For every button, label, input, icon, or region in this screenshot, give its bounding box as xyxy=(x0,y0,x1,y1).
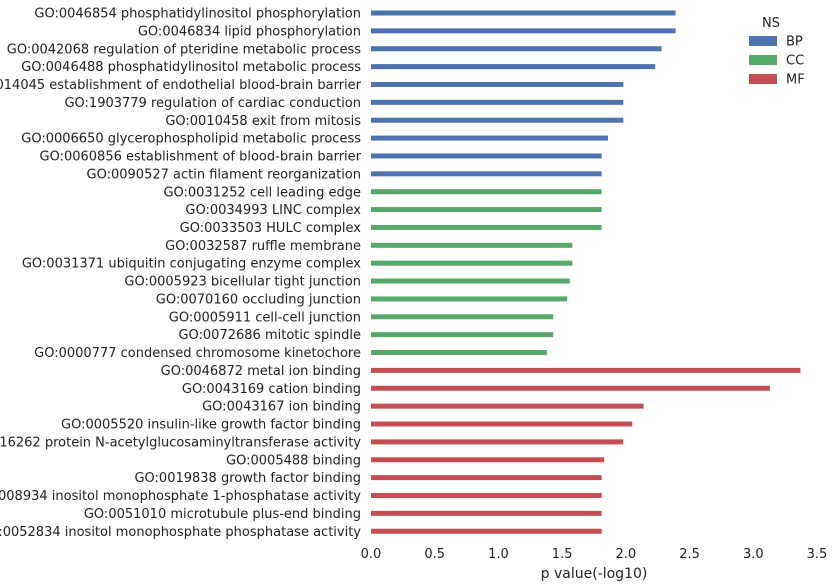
x-axis-label: p value(-log10) xyxy=(541,566,648,582)
y-tick-label: GO:0043167 ion binding xyxy=(202,400,361,415)
bar-cc xyxy=(371,314,554,320)
legend-label-cc: CC xyxy=(786,54,804,69)
bar-cc xyxy=(371,296,568,302)
bar-cc xyxy=(371,260,573,266)
y-tick-label: GO:0090527 actin filament reorganization xyxy=(87,167,361,182)
bar-mf xyxy=(371,475,602,481)
legend-label-bp: BP xyxy=(786,35,803,50)
y-tick-label: GO:0005923 bicellular tight junction xyxy=(124,275,361,290)
bar-cc xyxy=(371,278,570,284)
bars-layer xyxy=(371,10,801,534)
y-tick-label: GO:0051010 microtubule plus-end binding xyxy=(84,507,361,522)
y-tick-label: GO:0005520 insulin-like growth factor bi… xyxy=(61,418,361,433)
bar-bp xyxy=(371,117,624,123)
bar-bp xyxy=(371,46,662,52)
legend-title: NS xyxy=(762,16,780,31)
legend-swatch-mf xyxy=(749,74,777,84)
x-tick-labels: 0.0 0.5 1.0 1.5 2.0 2.5 3.0 3.5 xyxy=(361,547,828,562)
y-tick-label: GO:0031252 cell leading edge xyxy=(163,185,361,200)
y-tick-label: GO:0046834 lipid phosphorylation xyxy=(138,24,361,39)
y-tick-label: GO:0019838 growth factor binding xyxy=(134,471,361,486)
y-tick-label: GO:0033503 HULC complex xyxy=(180,221,362,236)
y-tick-label: GO:0043169 cation binding xyxy=(182,382,361,397)
y-tick-label: GO:0070160 occluding junction xyxy=(156,292,361,307)
y-tick-label: GO:0010458 exit from mitosis xyxy=(165,114,361,129)
y-tick-label: GO:0042068 regulation of pteridine metab… xyxy=(7,42,361,57)
y-tick-label: GO:0046854 phosphatidylinositol phosphor… xyxy=(34,7,361,22)
x-tick-label: 0.5 xyxy=(424,547,445,562)
x-tick-label: 1.5 xyxy=(552,547,573,562)
bar-bp xyxy=(371,64,656,70)
bar-mf xyxy=(371,421,633,427)
y-tick-label: GO:0046488 phosphatidylinositol metaboli… xyxy=(21,60,361,75)
legend-swatch-bp xyxy=(749,36,777,46)
bar-mf xyxy=(371,403,644,409)
bar-bp xyxy=(371,81,624,87)
legend: NS BP CC MF xyxy=(749,16,805,88)
x-tick-label: 1.0 xyxy=(488,547,509,562)
bar-cc xyxy=(371,242,573,248)
y-tick-label: GO:0032587 ruffle membrane xyxy=(165,239,361,254)
bar-cc xyxy=(371,332,554,338)
bar-cc xyxy=(371,224,602,230)
legend-swatch-cc xyxy=(749,55,777,65)
bar-bp xyxy=(371,99,624,105)
bar-mf xyxy=(371,439,624,445)
legend-entries: BP CC MF xyxy=(749,35,805,88)
y-tick-labels: GO:0046854 phosphatidylinositol phosphor… xyxy=(0,7,362,540)
y-tick-label: GO:0005911 cell-cell junction xyxy=(169,310,361,325)
bar-bp xyxy=(371,153,602,159)
y-tick-label: GO:0005488 binding xyxy=(226,453,361,468)
y-tick-label: GO:0031371 ubiquitin conjugating enzyme … xyxy=(22,257,361,272)
bar-bp xyxy=(371,28,676,34)
bar-mf xyxy=(371,385,770,391)
y-tick-label: GO:0006650 glycerophospholipid metabolic… xyxy=(21,132,361,147)
x-tick-label: 3.0 xyxy=(743,547,764,562)
bar-mf xyxy=(371,492,602,498)
x-tick-label: 3.5 xyxy=(807,547,828,562)
bar-cc xyxy=(371,207,602,213)
bar-mf xyxy=(371,510,602,516)
bar-mf xyxy=(371,367,801,373)
y-tick-label: GO:0014045 establishment of endothelial … xyxy=(0,78,362,93)
bar-cc xyxy=(371,189,602,195)
bar-cc xyxy=(371,350,547,356)
y-tick-label: GO:0008934 inositol monophosphate 1-phos… xyxy=(0,489,361,504)
bar-bp xyxy=(371,171,602,177)
y-tick-label: GO:0034993 LINC complex xyxy=(185,203,361,218)
x-tick-label: 2.0 xyxy=(616,547,637,562)
legend-label-mf: MF xyxy=(786,73,805,88)
y-tick-label: GO:0046872 metal ion binding xyxy=(161,364,361,379)
bar-bp xyxy=(371,10,676,16)
y-tick-label: GO:1903779 regulation of cardiac conduct… xyxy=(64,96,361,111)
y-tick-label: GO:0016262 protein N-acetylglucosaminylt… xyxy=(0,435,361,450)
bar-mf xyxy=(371,528,602,534)
y-tick-label: GO:0052834 inositol monophosphate phosph… xyxy=(0,525,361,540)
y-tick-label: GO:0000777 condensed chromosome kinetoch… xyxy=(34,346,361,361)
x-tick-label: 0.0 xyxy=(361,547,382,562)
y-tick-label: GO:0072686 mitotic spindle xyxy=(178,328,361,343)
y-tick-label: GO:0060856 establishment of blood-brain … xyxy=(40,150,362,165)
bar-mf xyxy=(371,457,605,463)
bar-bp xyxy=(371,135,609,141)
x-tick-label: 2.5 xyxy=(679,547,700,562)
